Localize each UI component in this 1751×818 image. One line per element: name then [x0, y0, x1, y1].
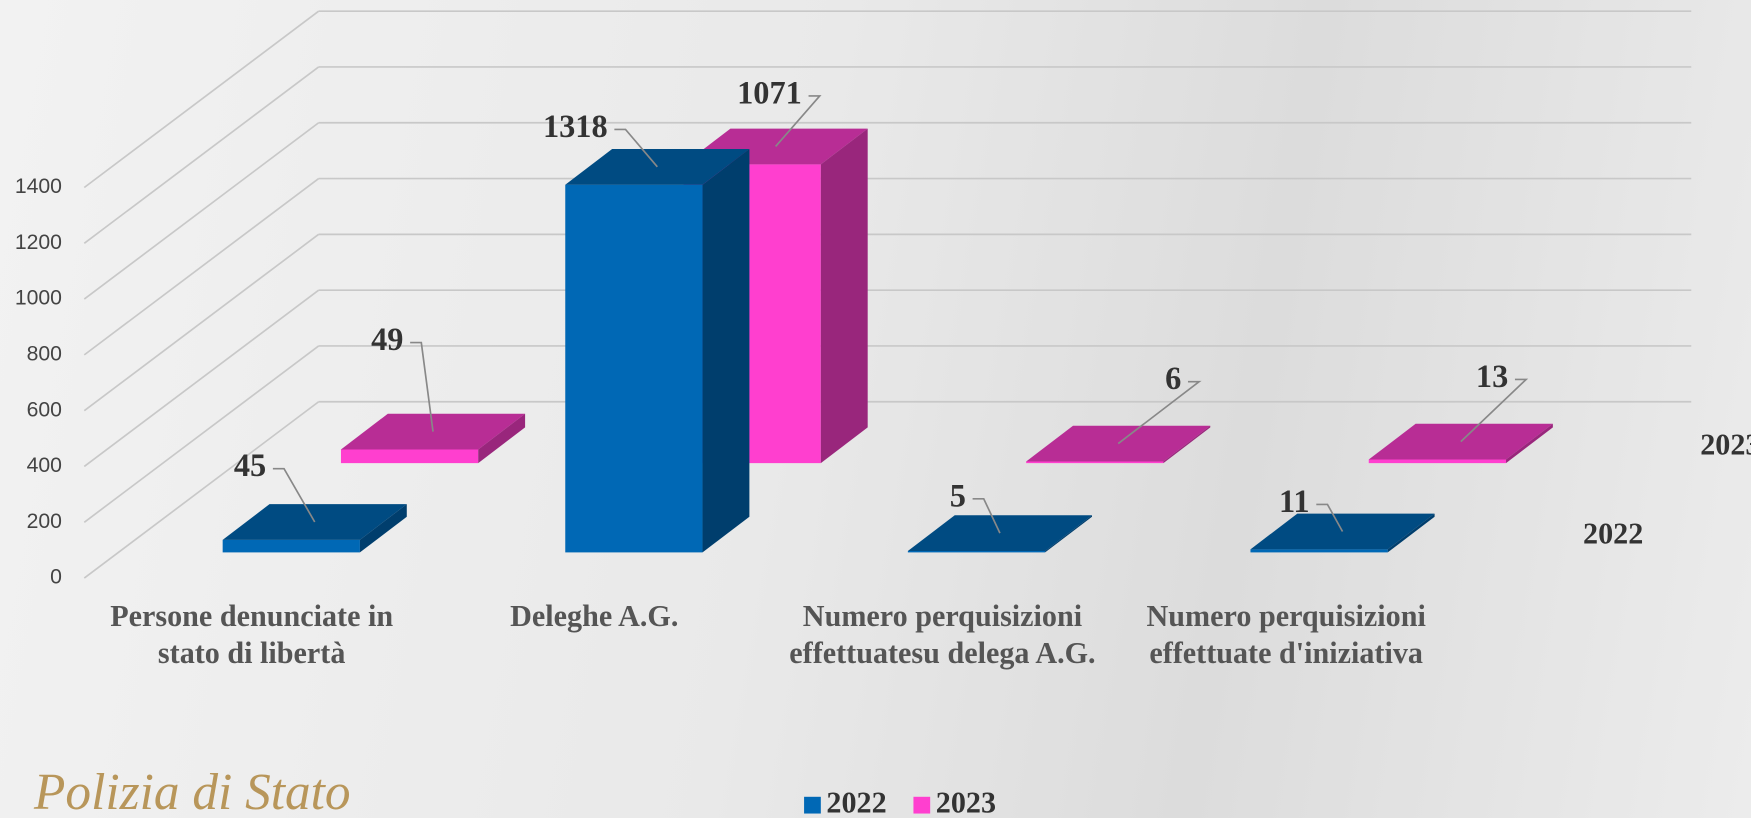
bar-front: [565, 184, 703, 553]
x-tick-label: Deleghe A.G.: [510, 599, 679, 633]
leader-line: [1117, 380, 1202, 445]
bar-side: [1045, 515, 1092, 553]
legend-label: 2023: [936, 786, 996, 818]
bar-front: [1368, 459, 1507, 464]
grid-line-side: [83, 345, 320, 523]
bar-side: [1506, 423, 1553, 464]
y-tick-label: 200: [27, 510, 62, 533]
leader-line: [410, 341, 434, 432]
bar-side: [1387, 513, 1435, 553]
grid-line-side: [83, 10, 320, 189]
grid-line-side: [83, 233, 320, 412]
y-tick-label: 1200: [15, 231, 62, 254]
logo-text: Polizia di Stato: [33, 764, 351, 818]
grid-line-side: [83, 177, 320, 356]
data-label: 49: [371, 321, 403, 357]
data-label: 6: [1165, 360, 1181, 396]
x-tick-label-box: Persone denunciate in stato di libertà: [110, 599, 394, 670]
grid-line-side: [83, 66, 320, 244]
y-tick-label: 1400: [15, 175, 62, 198]
leader-line: [774, 95, 822, 148]
legend-label: 2022: [826, 786, 886, 818]
bar: [340, 413, 526, 464]
bar-front: [1026, 461, 1164, 464]
bar-side: [359, 504, 407, 553]
bar: [1026, 425, 1211, 464]
bar: [1250, 513, 1435, 553]
grid-line-side: [83, 289, 320, 468]
grid-line-side: [83, 401, 320, 579]
leader-line: [272, 467, 316, 523]
leader-line: [1316, 503, 1344, 532]
bar-side: [820, 128, 868, 464]
data-label: 1318: [543, 108, 608, 144]
y-tick-label: 1000: [15, 287, 62, 310]
y-tick-label: 600: [27, 398, 62, 421]
data-label: 11: [1279, 483, 1310, 519]
bar-side: [1163, 425, 1211, 464]
y-tick-label: 800: [27, 342, 62, 365]
x-tick-label-box: Deleghe A.G.: [510, 599, 679, 633]
data-label: 5: [950, 477, 966, 513]
x-tick-label: Numero perquisizioni effettuatesu delega…: [789, 599, 1096, 670]
leader-line: [972, 497, 1001, 534]
data-label: 1071: [737, 74, 802, 110]
leader-line: [614, 128, 658, 168]
bar-side: [478, 413, 526, 464]
y-tick-label: 400: [27, 454, 62, 477]
depth-axis-label: 2023: [1700, 427, 1751, 461]
legend-swatch: [804, 796, 821, 814]
x-tick-label-box: Numero perquisizioni effettuatesu delega…: [789, 599, 1096, 670]
data-label: 45: [234, 447, 266, 483]
leader-line: [1460, 378, 1529, 443]
legend-swatch: [913, 796, 931, 814]
bar: [907, 515, 1092, 553]
bar-front: [222, 539, 360, 553]
depth-axis-label: 2022: [1583, 517, 1643, 551]
data-label: 13: [1476, 358, 1508, 394]
bar-top: [1368, 423, 1553, 460]
bar-side: [702, 148, 750, 553]
x-tick-label: Numero perquisizioni effettuate d'inizia…: [1146, 599, 1426, 670]
bar: [565, 148, 750, 553]
bar-front: [340, 449, 479, 464]
bar-front: [907, 551, 1046, 553]
x-tick-label: Persone denunciate in stato di libertà: [110, 599, 394, 670]
bar: [222, 504, 407, 553]
bar: [1368, 423, 1553, 464]
y-tick-label: 0: [50, 566, 62, 589]
grid-line-side: [83, 122, 320, 300]
bar-front: [1250, 549, 1388, 553]
x-tick-label-box: Numero perquisizioni effettuate d'inizia…: [1146, 599, 1426, 670]
